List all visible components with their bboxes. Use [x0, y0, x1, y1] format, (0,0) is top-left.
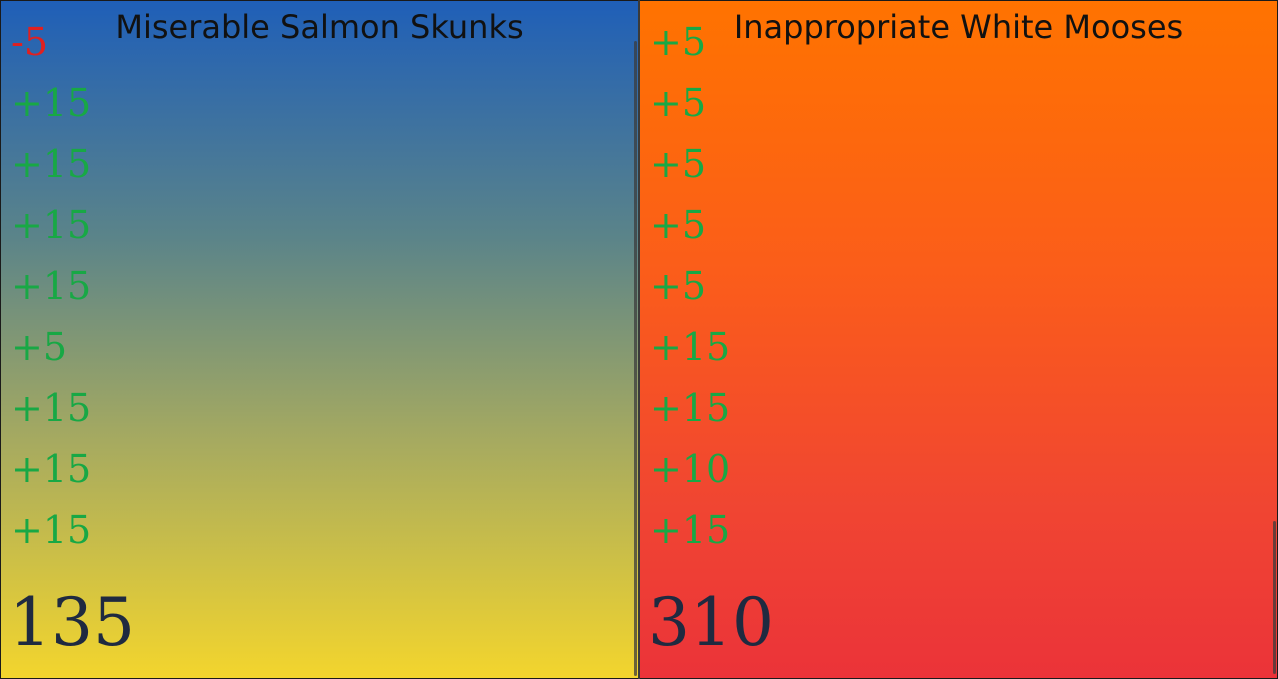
team-total-score: 310	[648, 584, 774, 661]
score-history-list: -5 +15 +15 +15 +15 +5 +15 +15 +15	[11, 12, 91, 561]
score-delta[interactable]: +5	[650, 81, 707, 125]
score-delta[interactable]: +15	[650, 325, 731, 369]
score-delta[interactable]: +5	[650, 142, 707, 186]
score-delta[interactable]: +15	[11, 386, 92, 430]
scrollbar[interactable]	[634, 41, 637, 676]
score-delta[interactable]: +5	[650, 203, 707, 247]
score-delta[interactable]: +15	[11, 142, 92, 186]
team-panel-left[interactable]: Miserable Salmon Skunks -5 +15 +15 +15 +15 +5…	[0, 0, 638, 679]
scrollbar[interactable]	[1273, 521, 1276, 674]
score-delta[interactable]: +15	[11, 508, 92, 552]
score-delta[interactable]: +5	[650, 20, 707, 64]
score-delta[interactable]: +15	[11, 264, 92, 308]
score-delta[interactable]: -5	[11, 20, 49, 64]
panel-divider	[638, 0, 640, 679]
score-delta[interactable]: +15	[650, 508, 731, 552]
score-delta[interactable]: +15	[650, 386, 731, 430]
score-history[interactable]: +5 +5 +5 +5 +5 +15 +15 +10 +15	[650, 1, 1277, 573]
team-name[interactable]: Miserable Salmon Skunks	[115, 8, 524, 46]
score-delta[interactable]: +5	[11, 325, 68, 369]
score-delta[interactable]: +5	[650, 264, 707, 308]
score-history[interactable]: -5 +15 +15 +15 +15 +5 +15 +15 +15	[11, 1, 638, 573]
score-delta[interactable]: +15	[11, 81, 92, 125]
team-name[interactable]: Inappropriate White Mooses	[733, 8, 1184, 46]
score-delta[interactable]: +15	[11, 203, 92, 247]
score-delta[interactable]: +10	[650, 447, 731, 491]
score-history-list: +5 +5 +5 +5 +5 +15 +15 +10 +15	[650, 12, 730, 561]
team-total-score: 135	[9, 584, 135, 661]
score-delta[interactable]: +15	[11, 447, 92, 491]
team-panel-right[interactable]: Inappropriate White Mooses +5 +5 +5 +5 +5 +15…	[640, 0, 1278, 679]
